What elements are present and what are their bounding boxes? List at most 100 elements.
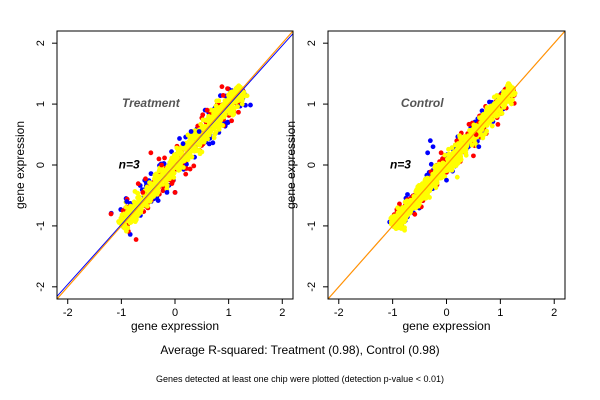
data-point-yellow	[127, 220, 133, 226]
data-point-yellow	[442, 174, 447, 179]
data-point-yellow	[196, 147, 202, 153]
x-tick-label: 2	[279, 307, 285, 319]
y-tick-label: -2	[35, 282, 47, 292]
data-point-outlier	[124, 199, 130, 204]
data-point-outlier	[164, 190, 170, 195]
data-point-yellow	[396, 211, 402, 217]
data-point-yellow	[147, 180, 152, 186]
data-point-yellow	[491, 94, 497, 100]
data-point-red	[466, 121, 472, 127]
reference-line-3	[57, 31, 293, 299]
data-point-yellow	[479, 117, 485, 123]
data-point-yellow	[478, 124, 484, 130]
data-point-yellow	[415, 186, 421, 192]
data-point-yellow	[403, 207, 408, 213]
data-point-outlier	[188, 129, 194, 134]
data-point-red	[187, 166, 193, 172]
data-point-yellow	[412, 197, 417, 203]
data-point-outlier	[183, 171, 189, 177]
y-tick-label: -1	[35, 221, 47, 231]
data-point-yellow	[442, 162, 448, 168]
data-point-yellow	[480, 112, 486, 117]
data-point-outlier	[140, 190, 146, 195]
data-point-yellow	[230, 112, 236, 118]
data-point-yellow	[216, 98, 222, 104]
data-point-yellow	[217, 121, 223, 126]
data-point-blue	[479, 108, 485, 114]
y-tick-label: 0	[306, 162, 318, 168]
data-point-yellow	[401, 211, 407, 217]
data-point-yellow	[489, 112, 495, 118]
data-point-yellow	[430, 176, 436, 182]
data-point-yellow	[175, 163, 181, 168]
data-point-yellow	[164, 182, 170, 188]
data-point-yellow	[151, 194, 157, 199]
data-point-yellow	[398, 206, 404, 212]
data-point-blue	[177, 136, 182, 141]
data-point-yellow	[438, 167, 444, 173]
data-point-yellow	[189, 154, 195, 160]
data-point-yellow	[121, 225, 127, 231]
data-point-blue	[405, 192, 410, 197]
data-point-yellow	[211, 107, 217, 113]
data-point-red	[169, 181, 175, 186]
data-point-yellow	[176, 167, 181, 173]
x-tick-label: 0	[443, 307, 449, 319]
y-tick-label: -2	[306, 282, 318, 292]
data-point-yellow	[235, 104, 240, 110]
data-point-outlier	[196, 129, 202, 134]
data-point-yellow	[467, 134, 473, 140]
data-point-yellow	[425, 191, 430, 197]
x-axis-label: gene expression	[131, 319, 219, 333]
caption-detection-note: Genes detected at least one chip were pl…	[156, 374, 444, 384]
data-point-red	[397, 201, 402, 207]
data-point-yellow	[186, 139, 192, 145]
data-point-yellow	[433, 163, 439, 169]
data-point-outlier	[427, 138, 433, 144]
data-point-yellow	[147, 195, 153, 200]
data-point-yellow	[507, 84, 512, 90]
data-point-red	[219, 84, 225, 90]
data-point-yellow	[147, 185, 152, 191]
data-point-blue	[225, 120, 231, 125]
data-point-outlier	[454, 174, 460, 180]
data-point-blue	[428, 161, 434, 167]
data-point-blue	[248, 102, 253, 108]
data-point-yellow	[205, 136, 210, 142]
data-point-outlier	[471, 153, 476, 159]
scatter-panel-2: -2 -1 0 1 2 -2 -1 0 1 2 gene expression gene expres…	[284, 30, 566, 333]
data-point-yellow	[167, 174, 173, 180]
data-point-yellow	[445, 156, 450, 162]
sample-count-label: n=3	[119, 158, 140, 172]
caption-r-squared: Average R-squared: Treatment (0.98), Con…	[160, 343, 440, 357]
data-point-outlier	[156, 156, 162, 162]
data-point-yellow	[226, 93, 232, 99]
x-tick-label: 1	[226, 307, 232, 319]
data-point-yellow	[446, 164, 452, 170]
data-point-yellow	[510, 97, 515, 103]
data-point-yellow	[496, 94, 502, 100]
scatter-panel-1: -2 -1 0 1 2 -2 -1 0 1 2 gene expression gene expres…	[13, 30, 294, 333]
data-point-yellow	[482, 131, 488, 136]
data-point-yellow	[241, 94, 247, 99]
data-point-yellow	[420, 195, 426, 201]
panel-title: Treatment	[122, 96, 181, 110]
data-point-yellow	[454, 156, 460, 162]
data-point-yellow	[211, 135, 217, 141]
data-point-yellow	[208, 129, 213, 135]
data-point-yellow	[455, 141, 461, 147]
data-point-yellow	[402, 199, 408, 205]
data-point-yellow	[415, 203, 421, 209]
data-point-outlier	[425, 150, 431, 156]
data-point-yellow	[446, 151, 452, 157]
data-point-yellow	[160, 170, 166, 176]
data-point-outlier	[438, 150, 444, 156]
data-point-yellow	[484, 122, 490, 128]
panel-title: Control	[401, 96, 444, 110]
y-tick-label: 0	[35, 162, 47, 168]
data-point-outlier	[430, 144, 436, 150]
data-point-yellow	[424, 183, 430, 189]
data-point-yellow	[126, 206, 132, 212]
y-axis-label: gene expression	[13, 121, 27, 209]
data-point-yellow	[472, 140, 478, 146]
